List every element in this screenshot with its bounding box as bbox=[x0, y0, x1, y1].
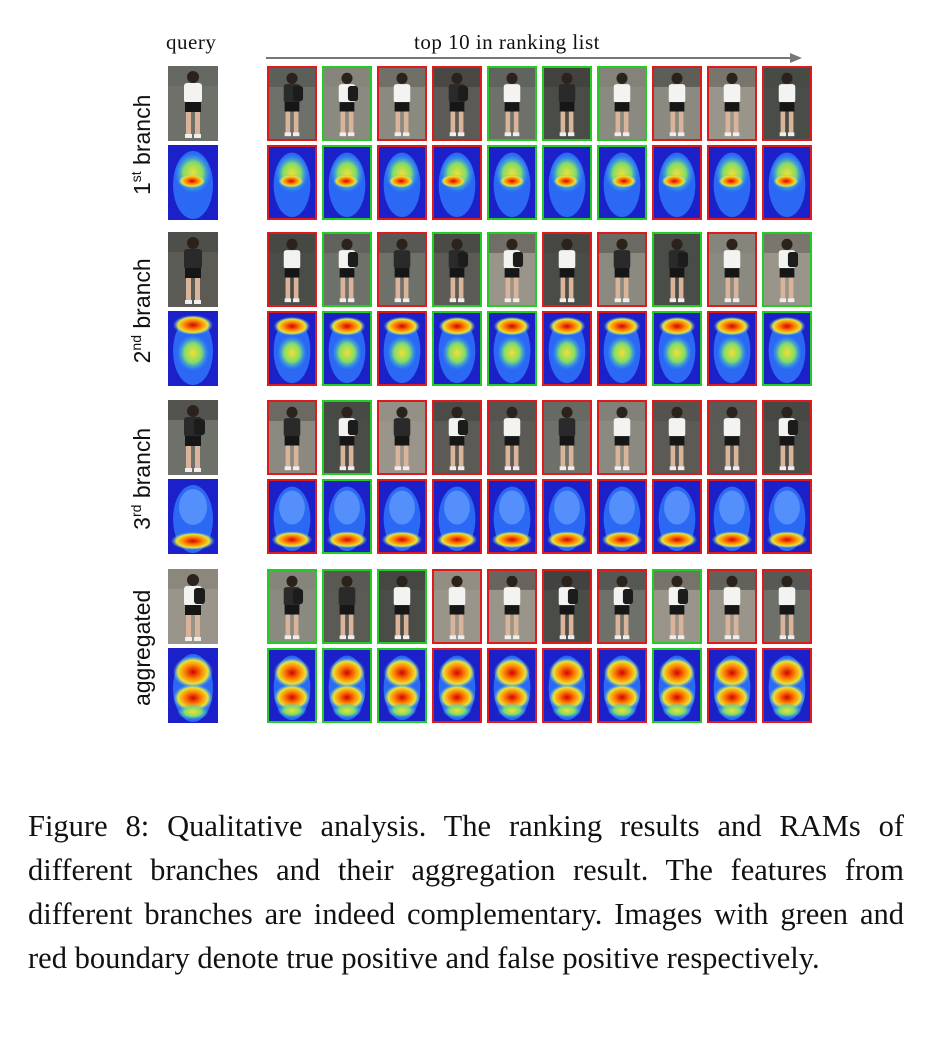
ranked-ram-image-2 bbox=[322, 311, 372, 386]
ranked-image-8 bbox=[652, 400, 702, 475]
ranked-image-4 bbox=[432, 400, 482, 475]
ranked-ram-image-9 bbox=[707, 648, 757, 723]
query-ram-image bbox=[168, 311, 218, 386]
ranked-ram-image-3 bbox=[377, 479, 427, 554]
ranked-image-6 bbox=[542, 400, 592, 475]
branch-label: 1st branch bbox=[128, 94, 155, 196]
ranked-ram-image-2 bbox=[322, 479, 372, 554]
ranked-image-8 bbox=[652, 232, 702, 307]
ranked-ram-image-10 bbox=[762, 648, 812, 723]
ranked-ram-image-8 bbox=[652, 145, 702, 220]
ranked-ram-image-4 bbox=[432, 311, 482, 386]
ranked-image-9 bbox=[707, 400, 757, 475]
ranked-image-6 bbox=[542, 569, 592, 644]
ranked-image-5 bbox=[487, 66, 537, 141]
ranked-image-4 bbox=[432, 66, 482, 141]
ranked-ram-image-6 bbox=[542, 145, 592, 220]
ranked-image-3 bbox=[377, 66, 427, 141]
ranked-ram-image-2 bbox=[322, 648, 372, 723]
ranked-ram-image-7 bbox=[597, 145, 647, 220]
ranked-image-3 bbox=[377, 569, 427, 644]
query-column-header: query bbox=[166, 30, 217, 54]
ranked-ram-image-5 bbox=[487, 311, 537, 386]
ranked-image-10 bbox=[762, 569, 812, 644]
ranked-image-8 bbox=[652, 66, 702, 141]
ranked-ram-image-1 bbox=[267, 648, 317, 723]
ranked-ram-image-4 bbox=[432, 145, 482, 220]
ranked-ram-image-4 bbox=[432, 479, 482, 554]
branch-label: 2nd branch bbox=[128, 258, 155, 364]
ranked-ram-image-2 bbox=[322, 145, 372, 220]
ranked-ram-image-7 bbox=[597, 648, 647, 723]
ranked-image-7 bbox=[597, 232, 647, 307]
query-image bbox=[168, 400, 218, 475]
ranked-image-6 bbox=[542, 232, 592, 307]
ranked-image-1 bbox=[267, 569, 317, 644]
query-image bbox=[168, 66, 218, 141]
ranked-ram-image-8 bbox=[652, 648, 702, 723]
ranked-ram-image-5 bbox=[487, 145, 537, 220]
ranked-image-6 bbox=[542, 66, 592, 141]
ranked-image-7 bbox=[597, 66, 647, 141]
ranked-image-7 bbox=[597, 569, 647, 644]
ranked-image-2 bbox=[322, 66, 372, 141]
ranked-ram-image-3 bbox=[377, 311, 427, 386]
figure-caption: Figure 8: Qualitative analysis. The rank… bbox=[28, 809, 904, 975]
branch-label: aggregated bbox=[128, 589, 155, 707]
ranked-image-3 bbox=[377, 400, 427, 475]
query-ram-image bbox=[168, 479, 218, 554]
query-ram-image bbox=[168, 145, 218, 220]
query-image bbox=[168, 569, 218, 644]
ranked-ram-image-3 bbox=[377, 648, 427, 723]
ranked-ram-image-10 bbox=[762, 311, 812, 386]
ranked-ram-image-10 bbox=[762, 145, 812, 220]
ranked-image-8 bbox=[652, 569, 702, 644]
ranked-image-4 bbox=[432, 569, 482, 644]
ranking-arrow-icon bbox=[266, 53, 802, 63]
ranked-ram-image-6 bbox=[542, 648, 592, 723]
ranking-list-header: top 10 in ranking list bbox=[414, 30, 600, 54]
ranked-ram-image-7 bbox=[597, 311, 647, 386]
ranked-ram-image-1 bbox=[267, 479, 317, 554]
ranked-image-9 bbox=[707, 66, 757, 141]
ranked-image-9 bbox=[707, 569, 757, 644]
ranked-image-1 bbox=[267, 66, 317, 141]
ranked-ram-image-9 bbox=[707, 479, 757, 554]
ranked-ram-image-9 bbox=[707, 145, 757, 220]
ranked-image-2 bbox=[322, 400, 372, 475]
ranked-ram-image-8 bbox=[652, 311, 702, 386]
ranked-image-10 bbox=[762, 66, 812, 141]
ranked-ram-image-7 bbox=[597, 479, 647, 554]
ranked-image-3 bbox=[377, 232, 427, 307]
ranked-ram-image-3 bbox=[377, 145, 427, 220]
ranked-ram-image-1 bbox=[267, 145, 317, 220]
ranked-image-5 bbox=[487, 232, 537, 307]
ranked-ram-image-1 bbox=[267, 311, 317, 386]
ranked-ram-image-9 bbox=[707, 311, 757, 386]
ranked-image-2 bbox=[322, 569, 372, 644]
ranked-ram-image-10 bbox=[762, 479, 812, 554]
ranked-ram-image-6 bbox=[542, 479, 592, 554]
ranked-ram-image-5 bbox=[487, 479, 537, 554]
ranked-image-9 bbox=[707, 232, 757, 307]
query-image bbox=[168, 232, 218, 307]
ranked-image-7 bbox=[597, 400, 647, 475]
ranked-ram-image-4 bbox=[432, 648, 482, 723]
ranked-image-10 bbox=[762, 400, 812, 475]
ranked-ram-image-8 bbox=[652, 479, 702, 554]
ranked-image-4 bbox=[432, 232, 482, 307]
ranked-image-10 bbox=[762, 232, 812, 307]
ranked-ram-image-5 bbox=[487, 648, 537, 723]
ranked-image-2 bbox=[322, 232, 372, 307]
query-ram-image bbox=[168, 648, 218, 723]
ranked-ram-image-6 bbox=[542, 311, 592, 386]
ranked-image-5 bbox=[487, 569, 537, 644]
branch-label: 3rd branch bbox=[128, 427, 155, 530]
ranked-image-1 bbox=[267, 232, 317, 307]
ranked-image-1 bbox=[267, 400, 317, 475]
ranked-image-5 bbox=[487, 400, 537, 475]
